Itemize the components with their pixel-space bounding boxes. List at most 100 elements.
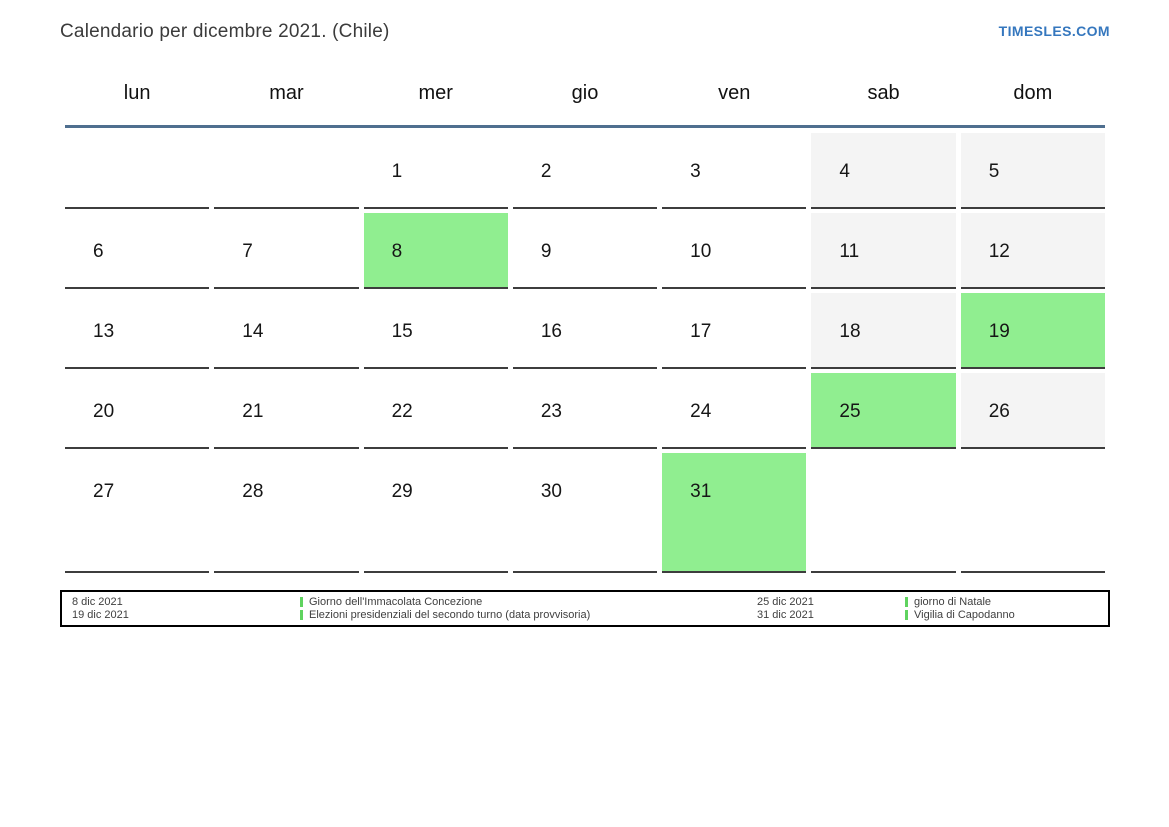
day-cell-24: 24 — [662, 373, 807, 449]
calendar-grid: 1 2 3 4 5 6 7 8 9 10 11 12 13 14 15 16 17 18 19 20 21 22 23 24 2… — [65, 133, 1105, 573]
legend-box: 8 dic 2021 19 dic 2021 Giorno dell'Immacol… — [60, 590, 1110, 627]
day-cell-empty — [65, 133, 210, 209]
legend-entry: Giorno dell'Immacolata Concezione — [300, 596, 757, 609]
week-row: 27 28 29 30 31 — [65, 453, 1105, 573]
day-number: 7 — [242, 241, 253, 262]
day-cell-8: 8 — [363, 213, 508, 289]
day-number: 30 — [540, 481, 562, 502]
day-number: 10 — [690, 241, 712, 262]
day-cell-10: 10 — [662, 213, 807, 289]
day-cell-7: 7 — [214, 213, 359, 289]
day-cell-18: 18 — [811, 293, 956, 369]
day-number: 8 — [391, 241, 403, 262]
day-number: 17 — [690, 321, 712, 342]
day-number: 6 — [93, 241, 104, 262]
legend-descriptions-column: Giorno dell'Immacolata Concezione Elezion… — [300, 596, 757, 622]
week-row: 1 2 3 4 5 — [65, 133, 1105, 209]
legend-description: Giorno dell'Immacolata Concezione — [309, 595, 483, 608]
day-number: 11 — [839, 241, 860, 262]
legend-description: giorno di Natale — [914, 595, 992, 608]
day-cell-27: 27 — [65, 453, 210, 573]
brand-link[interactable]: TIMESLES.COM — [998, 23, 1110, 39]
legend-description: Vigilia di Capodanno — [914, 608, 1015, 621]
day-cell-31: 31 — [662, 453, 807, 573]
day-number: 5 — [988, 161, 1000, 182]
day-number: 18 — [839, 321, 861, 342]
day-cell-6: 6 — [65, 213, 210, 289]
day-cell-30: 30 — [512, 453, 658, 573]
legend-dates-column: 8 dic 2021 19 dic 2021 — [72, 596, 300, 622]
day-number: 29 — [391, 481, 413, 502]
day-cell-9: 9 — [512, 213, 658, 289]
day-cell-4: 4 — [811, 133, 956, 209]
day-number: 20 — [93, 401, 115, 422]
day-cell-29: 29 — [363, 453, 508, 573]
weekday-header-mar: mar — [269, 82, 304, 104]
day-cell-13: 13 — [65, 293, 210, 369]
day-number: 12 — [988, 241, 1010, 262]
day-number: 4 — [839, 161, 850, 182]
day-cell-2: 2 — [512, 133, 658, 209]
day-number: 15 — [391, 321, 413, 342]
day-number: 23 — [540, 401, 562, 422]
day-cell-12: 12 — [960, 213, 1105, 289]
legend-descriptions-column: giorno di Natale Vigilia di Capodanno — [905, 596, 1108, 622]
weekday-header-row: lun mar mer gio ven sab dom — [65, 62, 1105, 128]
day-cell-17: 17 — [662, 293, 807, 369]
topbar: Calendario per dicembre 2021. (Chile) TI… — [0, 0, 1169, 62]
day-cell-26: 26 — [960, 373, 1105, 449]
legend-marker-icon — [300, 610, 303, 620]
week-row: 13 14 15 16 17 18 19 — [65, 293, 1105, 369]
day-cell-empty — [960, 453, 1105, 573]
day-cell-23: 23 — [512, 373, 658, 449]
day-cell-25: 25 — [811, 373, 956, 449]
day-number: 31 — [690, 481, 712, 502]
day-number: 28 — [242, 481, 264, 502]
day-number: 16 — [540, 321, 562, 342]
legend-date: 19 dic 2021 — [72, 608, 129, 621]
day-number: 22 — [391, 401, 413, 422]
weekday-header-sab: sab — [867, 82, 900, 104]
legend-description: Elezioni presidenziali del secondo turno… — [309, 608, 591, 621]
weekday-header-dom: dom — [1013, 82, 1053, 104]
day-cell-3: 3 — [662, 133, 807, 209]
legend-date: 31 dic 2021 — [757, 608, 814, 621]
legend-marker-icon — [905, 597, 908, 607]
calendar: lun mar mer gio ven sab dom 1 2 3 4 5 6 7 8 9 10 11 12 13 1… — [65, 62, 1105, 573]
weekday-header-lun: lun — [123, 82, 151, 104]
legend-entry: Vigilia di Capodanno — [905, 609, 1108, 622]
day-number: 21 — [242, 401, 264, 422]
day-cell-empty — [214, 133, 359, 209]
day-cell-5: 5 — [960, 133, 1105, 209]
day-cell-20: 20 — [65, 373, 210, 449]
day-cell-empty — [811, 453, 956, 573]
day-number: 13 — [93, 321, 115, 342]
page-title: Calendario per dicembre 2021. (Chile) — [60, 21, 390, 42]
legend-marker-icon — [905, 610, 908, 620]
day-cell-19: 19 — [960, 293, 1105, 369]
weekday-header-gio: gio — [571, 82, 599, 104]
day-cell-14: 14 — [214, 293, 359, 369]
week-row: 6 7 8 9 10 11 12 — [65, 213, 1105, 289]
day-cell-21: 21 — [214, 373, 359, 449]
legend-entry: giorno di Natale — [905, 596, 1108, 609]
day-number: 2 — [540, 161, 552, 182]
day-number: 14 — [242, 321, 264, 342]
weekday-header-mer: mer — [418, 82, 453, 104]
legend-entry: Elezioni presidenziali del secondo turno… — [300, 609, 757, 622]
legend-date: 8 dic 2021 — [72, 595, 123, 608]
day-cell-22: 22 — [363, 373, 508, 449]
day-number: 1 — [391, 161, 403, 182]
day-cell-11: 11 — [811, 213, 956, 289]
day-number: 27 — [93, 481, 115, 502]
weekday-header-ven: ven — [718, 82, 751, 104]
day-number: 9 — [540, 241, 552, 262]
day-cell-1: 1 — [363, 133, 508, 209]
day-cell-15: 15 — [363, 293, 508, 369]
day-number: 25 — [839, 401, 861, 422]
day-number: 24 — [690, 401, 712, 422]
legend-dates-column: 25 dic 2021 31 dic 2021 — [757, 596, 905, 622]
legend-date: 25 dic 2021 — [757, 595, 814, 608]
day-number: 26 — [988, 401, 1010, 422]
